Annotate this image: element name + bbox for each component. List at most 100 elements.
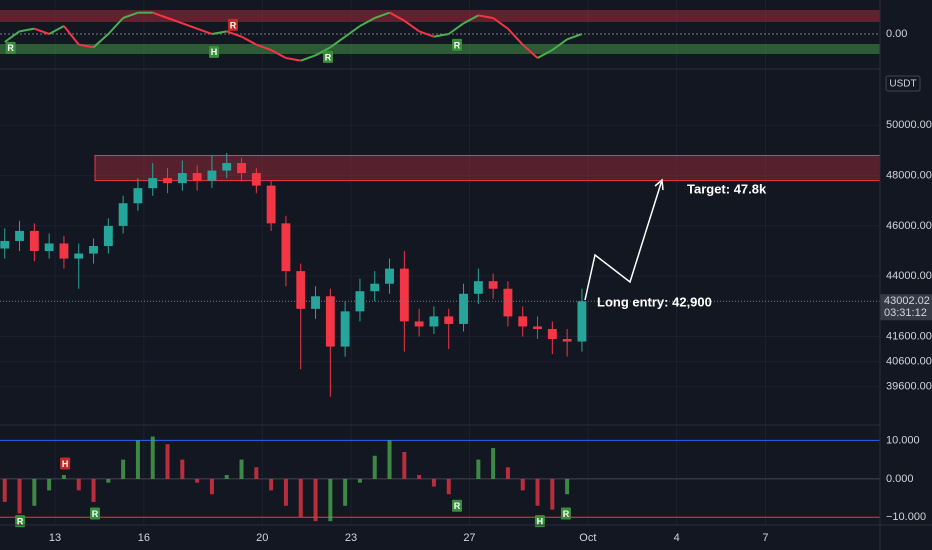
- signal-badge: [15, 515, 26, 528]
- projection-arrow: [584, 179, 663, 301]
- candle-body: [355, 291, 365, 312]
- histogram-bar: [224, 475, 229, 479]
- histogram-bar: [150, 436, 155, 479]
- signal-label: R: [454, 40, 461, 50]
- indicator-segment: [48, 25, 65, 35]
- histogram-bar: [61, 475, 66, 479]
- histogram-bar: [91, 478, 96, 502]
- histogram-bar: [239, 459, 244, 479]
- y-tick-label: −10.000: [886, 511, 926, 523]
- indicator-segment: [344, 25, 361, 38]
- signal-badge: [209, 45, 220, 58]
- signal-badge: [5, 41, 16, 54]
- countdown: 03:31:12: [884, 307, 927, 319]
- x-tick-label: Oct: [579, 532, 596, 544]
- candle-body: [133, 188, 143, 204]
- indicator-segment: [551, 38, 568, 51]
- histogram-bar: [17, 478, 22, 514]
- last-price: 43002.02: [884, 295, 930, 307]
- candle-body: [103, 225, 113, 246]
- candle-body: [429, 316, 439, 327]
- x-tick-label: 16: [138, 532, 150, 544]
- x-tick-label: 23: [345, 532, 357, 544]
- signal-label: R: [563, 509, 570, 519]
- histogram-bar: [328, 478, 333, 522]
- candle-body: [562, 339, 572, 342]
- candle-body: [414, 321, 424, 327]
- histogram-bar: [106, 478, 111, 483]
- x-tick-label: 4: [674, 532, 680, 544]
- indicator-segment: [241, 35, 257, 46]
- indicator-segment: [152, 11, 168, 19]
- indicator-segment: [122, 11, 139, 19]
- y-tick-label: 46000.00: [886, 220, 932, 232]
- signal-label: R: [454, 501, 461, 511]
- candle-body: [503, 288, 513, 317]
- histogram-bar: [372, 455, 377, 479]
- histogram-bar: [76, 478, 81, 491]
- indicator-segment: [285, 57, 301, 62]
- y-tick-label: 41600.00: [886, 330, 932, 342]
- histogram-bar: [550, 478, 555, 510]
- y-tick-label: 44000.00: [886, 270, 932, 282]
- candle-body: [459, 293, 468, 324]
- indicator-segment: [329, 35, 346, 49]
- candle-body: [192, 173, 202, 181]
- histogram-bar: [343, 478, 348, 506]
- histogram-bar: [357, 478, 362, 483]
- signal-badge: [534, 515, 545, 528]
- indicator-segment: [92, 33, 110, 49]
- indicator-segment: [507, 27, 524, 46]
- histogram-bar: [417, 475, 422, 479]
- signal-badge: [322, 50, 333, 63]
- candle-body: [222, 163, 232, 171]
- candle-body: [547, 328, 557, 340]
- histogram-bar: [431, 478, 436, 487]
- candle-body: [251, 173, 261, 186]
- arrow-head: [654, 178, 664, 191]
- signal-badge: [60, 457, 71, 470]
- currency-badge: [885, 75, 921, 92]
- indicator-segment: [403, 19, 420, 33]
- currency: USDT: [889, 79, 916, 90]
- histogram-bar: [491, 448, 496, 479]
- candle-body: [370, 283, 380, 292]
- indicator-segment: [63, 25, 80, 46]
- histogram-bar: [535, 478, 540, 506]
- y-tick-label: 0.000: [886, 473, 914, 485]
- y-tick-label: 0.00: [886, 28, 907, 40]
- x-tick-label: 7: [762, 532, 768, 544]
- indicator-segment: [270, 49, 287, 59]
- indicator-segment: [167, 17, 183, 25]
- candle-body: [281, 223, 291, 272]
- signal-badge: [227, 18, 238, 31]
- candle-body: [340, 311, 350, 347]
- signal-badge: [452, 499, 463, 512]
- histogram-bar: [165, 444, 170, 479]
- candle-body: [473, 281, 483, 294]
- histogram-bar: [283, 478, 288, 506]
- indicator-segment: [211, 30, 227, 35]
- y-tick-label: 10.000: [886, 434, 920, 446]
- signal-label: R: [17, 517, 24, 527]
- signal-label: R: [325, 52, 332, 62]
- histogram-bar: [254, 467, 259, 479]
- candle-body: [163, 178, 172, 184]
- candle-body: [311, 296, 320, 309]
- y-tick-label: 48000.00: [886, 170, 932, 182]
- candle-body: [237, 163, 246, 174]
- signal-badge: [560, 507, 571, 520]
- candle-body: [148, 178, 158, 189]
- signal-label: H: [537, 517, 544, 527]
- candle-body: [29, 230, 39, 252]
- signal-badge: [90, 507, 101, 520]
- indicator-segment: [433, 33, 449, 38]
- candle-body: [325, 296, 335, 347]
- indicator-segment: [78, 43, 94, 49]
- candle-body: [444, 316, 454, 324]
- histogram-bar: [135, 440, 140, 479]
- signal-label: R: [7, 43, 14, 53]
- histogram-bar: [476, 459, 481, 479]
- entry-annotation: Long entry: 42,900: [597, 294, 712, 309]
